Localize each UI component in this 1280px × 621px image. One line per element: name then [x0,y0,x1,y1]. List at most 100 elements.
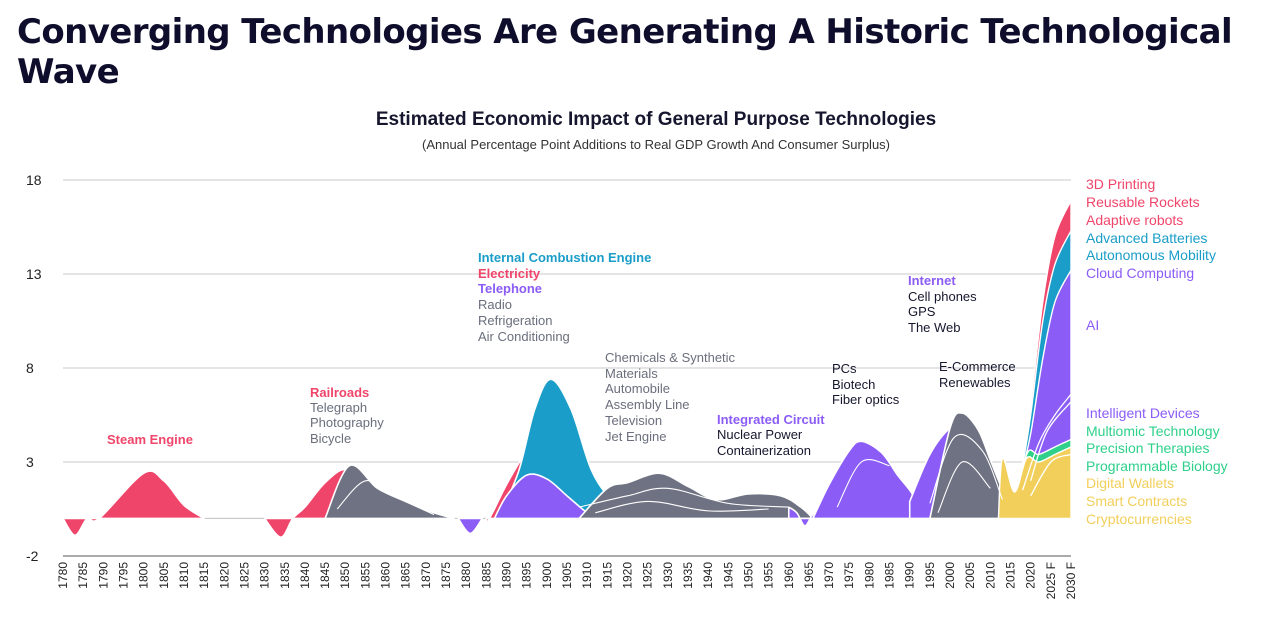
x-tick-label: 1850 [338,562,352,589]
annotation-label: Steam Engine [107,432,193,447]
annotation-label: Refrigeration [478,313,552,328]
wave-separator [1030,401,1072,482]
annotation-label: Cell phones [908,289,977,304]
annotation-label: Nuclear Power [717,427,803,442]
x-tick-label: 1985 [883,562,897,589]
y-tick-label: 3 [26,454,34,470]
x-tick-label: 1965 [802,562,816,589]
wave-separator [1022,393,1072,491]
x-tick-label: 1880 [459,562,473,589]
x-tick-label: 1910 [580,562,594,589]
x-tick-label: 1785 [76,562,90,589]
x-tick-label: 1925 [641,562,655,589]
y-tick-label: -2 [26,548,39,564]
wave-separator [1030,453,1072,497]
x-tick-label: 1845 [318,562,332,589]
area-steam-engine [62,470,205,537]
annotation-label: Telephone [478,281,542,296]
x-tick-label: 1875 [439,562,453,589]
annotation-label: Internet [908,273,956,288]
x-tick-label: 1890 [500,562,514,589]
legend-item: Multiomic Technology [1086,423,1220,439]
legend-item: Adaptive robots [1086,212,1183,228]
x-tick-label: 1895 [520,562,534,589]
annotation-label: Chemicals & Synthetic [605,350,736,365]
legend-item: Cloud Computing [1086,265,1194,281]
x-tick-label: 1820 [217,562,231,589]
annotation-label: Railroads [310,385,369,400]
legend-item: Autonomous Mobility [1086,247,1216,263]
area-separator [929,433,1003,504]
annotation-label: Materials [605,366,658,381]
annotation-label: The Web [908,320,961,335]
x-tick-label: 1860 [379,562,393,589]
x-tick-label: 1870 [419,562,433,589]
annotation-label: Containerization [717,443,811,458]
x-tick-label: 1825 [237,562,251,589]
y-tick-label: 18 [26,172,42,188]
annotation-label: PCs [832,361,857,376]
area-separator [937,461,991,513]
y-tick-label: 13 [26,266,42,282]
annotation-label: Assembly Line [605,397,690,412]
legend-item: Advanced Batteries [1086,230,1207,246]
legend: 3D Printing Reusable Rockets Adaptive robo… [1086,176,1228,527]
x-tick-label: 1835 [278,562,292,589]
x-tick-label: 1975 [842,562,856,589]
x-tick-label: 1970 [822,562,836,589]
area-telegraph-photography-bicycle [324,464,455,520]
area-chemicals-synthetic-materials-automobile [578,472,814,520]
annotation-label: Telegraph [310,400,367,415]
x-tick-label: 1900 [540,562,554,589]
x-tick-label: 1855 [358,562,372,589]
legend-item: Intelligent Devices [1086,405,1200,421]
area-trough-1880 [457,517,484,535]
x-tick-label: 1885 [479,562,493,589]
x-tick-label: 1800 [137,562,151,589]
x-tick-label: 1955 [762,562,776,589]
x-tick-label: 1930 [661,562,675,589]
x-tick-label: 1915 [600,562,614,589]
legend-item: Programmable Biology [1086,458,1228,474]
annotation-label: Integrated Circuit [717,412,825,427]
annotation-label: Bicycle [310,431,351,446]
legend-item: Cryptocurrencies [1086,511,1192,527]
x-tick-label: 2025 F [1044,562,1058,599]
page-title: Converging Technologies Are Generating A… [17,12,1233,92]
annotation-label: Renewables [939,375,1011,390]
x-tick-label: 1950 [741,562,755,589]
x-tick-label: 1810 [177,562,191,589]
annotations: Steam Engine RailroadsTelegraphPhotograph… [107,250,1016,458]
annotation-label: Photography [310,415,384,430]
x-tick-label: 1940 [701,562,715,589]
x-tick-label: 1980 [862,562,876,589]
x-tick-label: 2005 [963,562,977,589]
legend-item: 3D Printing [1086,176,1155,192]
x-tick-label: 1865 [399,562,413,589]
x-tick-label: 1990 [903,562,917,589]
x-tick-label: 1995 [923,562,937,589]
annotation-label: Electricity [478,266,541,281]
annotation-label: Automobile [605,381,670,396]
x-tick-label: 1960 [782,562,796,589]
x-tick-label: 1795 [116,562,130,589]
x-tick-label: 2000 [943,562,957,589]
legend-item: Reusable Rockets [1086,194,1200,210]
axes: 18 13 8 3 -2 1780 1785 1790 1795 1800 1805 1810 1815… [26,172,1078,599]
x-tick-label: 2015 [1004,562,1018,589]
y-tick-label: 8 [26,360,34,376]
x-tick-label: 1790 [96,562,110,589]
legend-item: Smart Contracts [1086,493,1187,509]
chart-subtitle: (Annual Percentage Point Additions to Re… [422,137,890,152]
area-series [62,200,1072,538]
annotation-label: Internal Combustion Engine [478,250,651,265]
area-separator [336,480,435,516]
x-tick-label: 1815 [197,562,211,589]
x-tick-label: 1830 [258,562,272,589]
x-tick-label: 2030 F [1064,562,1078,599]
x-tick-label: 1780 [56,562,70,589]
annotation-label: Biotech [832,377,875,392]
area-separator [578,487,789,508]
x-tick-label: 2010 [983,562,997,589]
